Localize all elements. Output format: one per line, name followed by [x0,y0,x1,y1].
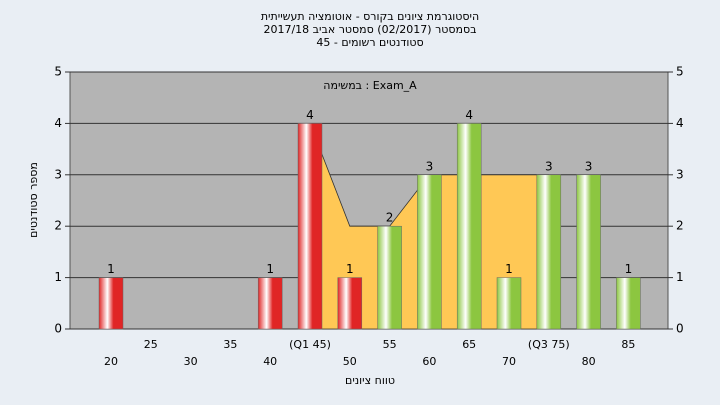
data-label: 4 [306,108,314,122]
data-label: 3 [426,159,434,173]
y-tick-label: 2 [54,219,62,233]
data-label: 4 [465,108,473,122]
y-tick-label: 4 [54,116,62,130]
data-label: 3 [545,159,553,173]
y-tick-label: 5 [676,65,684,79]
y-axis-label: מספר סטודנטים [27,162,40,238]
y-tick-label: 2 [676,219,684,233]
x-tick-label: 25 [144,338,158,351]
x-tick-label: 50 [343,355,357,368]
x-tick-label: 70 [502,355,516,368]
bar [496,277,522,330]
bar [98,277,124,330]
data-label: 2 [386,211,394,225]
data-label: 1 [346,262,354,276]
y-tick-label: 3 [676,167,684,181]
bar [337,277,363,330]
x-tick-label: 40 [263,355,277,368]
y-tick-label: 0 [676,322,684,336]
x-tick-label: 85 [621,338,635,351]
x-axis-label: טווח ציונים [345,374,395,387]
bar [297,123,323,330]
y-tick-label: 1 [676,270,684,284]
x-tick-label: 35 [223,338,237,351]
bar [257,277,283,330]
x-tick-label: 60 [422,355,436,368]
bar [456,123,482,330]
y-tick-label: 5 [54,65,62,79]
data-label: 1 [266,262,274,276]
bar [417,174,442,330]
x-tick-label: 65 [462,338,476,351]
data-label: 1 [107,262,115,276]
x-tick-label: 80 [582,355,596,368]
chart-title: היסטוגרמת ציונים בקורס - אוטומציה תעשיית… [261,10,479,23]
y-tick-label: 1 [54,270,62,284]
x-tick-label: 55 [383,338,397,351]
bar [377,225,402,330]
chart-subtitle: סטודנטים רשומים - 45 [316,36,423,49]
bar [536,174,562,330]
x-tick-label: 30 [184,355,198,368]
bar [616,277,641,330]
data-label: 3 [585,159,593,173]
annotation: במשימה : Exam_A [323,79,417,92]
y-tick-label: 0 [54,322,62,336]
x-tick-label: (Q3 75) [528,338,570,351]
y-tick-label: 3 [54,167,62,181]
chart-subtitle: בסמסטר (02/2017) סמסטר אביב 2017/18 [263,23,476,36]
x-tick-label: (Q1 45) [289,338,331,351]
data-label: 1 [505,262,513,276]
x-tick-label: 20 [104,355,118,368]
y-tick-label: 4 [676,116,684,130]
data-label: 1 [625,262,633,276]
bar [576,174,601,330]
